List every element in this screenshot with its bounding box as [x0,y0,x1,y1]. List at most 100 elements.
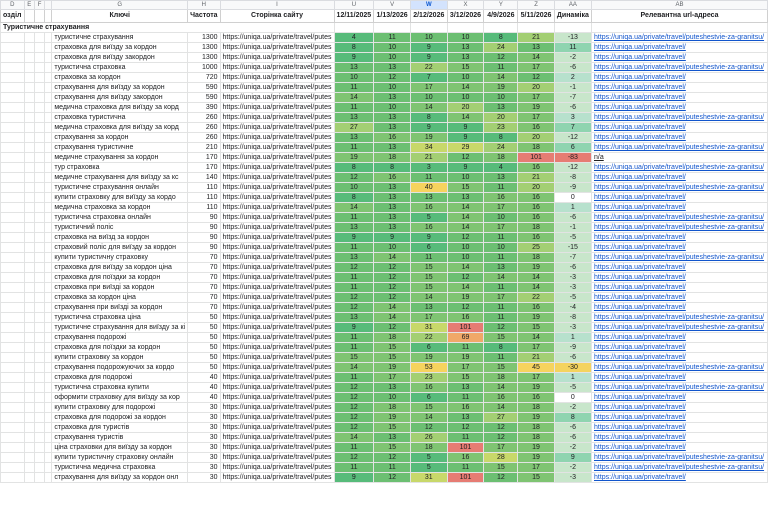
cell-blank[interactable] [44,182,53,193]
position-cell[interactable]: 12 [333,382,375,393]
column-letter[interactable]: X [446,0,485,10]
position-cell[interactable]: 16 [446,402,485,413]
position-cell[interactable]: 29 [446,142,485,153]
cell-d[interactable] [0,192,25,203]
position-cell[interactable]: 19 [409,132,448,143]
position-cell[interactable]: 14 [483,272,519,283]
site-page-cell[interactable]: https://uniqa.ua/private/travel/putes [219,192,335,203]
cell-f[interactable] [33,112,46,123]
position-cell[interactable]: 20 [517,82,555,93]
position-cell[interactable]: 15 [483,362,519,373]
position-cell[interactable]: 11 [373,462,411,473]
cell-d[interactable] [0,132,25,143]
position-cell[interactable]: 10 [409,32,448,43]
frequency-cell[interactable]: 590 [187,82,221,93]
cell-blank[interactable] [44,102,53,113]
relevant-url-cell[interactable]: https://uniqa.ua/private/travel/ [591,352,768,363]
cell-d[interactable] [0,432,25,443]
cell-blank[interactable] [44,282,53,293]
frequency-cell[interactable]: 30 [187,452,221,463]
cell-blank[interactable] [44,372,53,383]
cell-e[interactable] [23,272,35,283]
position-cell[interactable]: 28 [483,452,519,463]
cell-blank[interactable] [44,262,53,273]
cell-d[interactable] [0,322,25,333]
cell-f[interactable] [33,122,46,133]
header-freq[interactable]: Частота [187,9,221,23]
cell-f[interactable] [33,362,46,373]
position-cell[interactable]: 11 [333,372,375,383]
position-cell[interactable]: 21 [409,152,448,163]
frequency-cell[interactable]: 140 [187,172,221,183]
header-page[interactable]: Сторінка сайту [219,9,335,23]
position-cell[interactable]: 11 [446,462,485,473]
cell-e[interactable] [23,252,35,263]
keyword-cell[interactable]: медична страховка для виїзду за корд [51,122,189,133]
position-cell[interactable]: 23 [409,372,448,383]
cell-e[interactable] [23,172,35,183]
position-cell[interactable]: 14 [517,332,555,343]
frequency-cell[interactable]: 210 [187,142,221,153]
position-cell[interactable]: 12 [446,272,485,283]
cell-e[interactable] [23,102,35,113]
position-cell[interactable]: 10 [483,212,519,223]
cell-blank[interactable] [44,72,53,83]
position-cell[interactable]: 15 [517,472,555,483]
position-cell[interactable]: 13 [446,412,485,423]
position-cell[interactable]: 11 [333,282,375,293]
position-cell[interactable]: 11 [333,462,375,473]
cell-d[interactable] [0,62,25,73]
cell-d[interactable] [0,372,25,383]
dynamics-cell[interactable]: -7 [553,92,593,103]
position-cell[interactable]: 53 [409,362,448,373]
frequency-cell[interactable]: 50 [187,332,221,343]
position-cell[interactable]: 15 [409,262,448,273]
dynamics-cell[interactable]: -8 [553,312,593,323]
cell-e[interactable] [23,442,35,453]
cell-d[interactable] [0,252,25,263]
position-cell[interactable]: 18 [517,222,555,233]
cell-f[interactable] [33,392,46,403]
keyword-cell[interactable]: страховка за кордон [51,72,189,83]
keyword-cell[interactable]: туристичний поліс [51,222,189,233]
site-page-cell[interactable]: https://uniqa.ua/private/travel/putes [219,292,335,303]
position-cell[interactable]: 4 [483,162,519,173]
site-page-cell[interactable]: https://uniqa.ua/private/travel/putes [219,102,335,113]
position-cell[interactable]: 19 [373,362,411,373]
position-cell[interactable]: 9 [446,132,485,143]
position-cell[interactable]: 14 [446,262,485,273]
cell-d[interactable] [0,442,25,453]
relevant-url-cell[interactable]: https://uniqa.ua/private/travel/puteshes… [591,142,768,153]
position-cell[interactable]: 17 [446,362,485,373]
dynamics-cell[interactable]: -6 [553,262,593,273]
cell-e[interactable] [23,162,35,173]
position-cell[interactable]: 10 [483,242,519,253]
position-cell[interactable]: 13 [373,62,411,73]
relevant-url-cell[interactable]: https://uniqa.ua/private/travel/ [591,72,768,83]
relevant-url-cell[interactable]: https://uniqa.ua/private/travel/ [591,272,768,283]
column-letter[interactable]: E [23,0,35,10]
dynamics-cell[interactable]: -9 [553,342,593,353]
keyword-cell[interactable]: страхування туристичне [51,142,189,153]
cell-e[interactable] [23,422,35,433]
position-cell[interactable]: 17 [483,222,519,233]
frequency-cell[interactable]: 390 [187,102,221,113]
position-cell[interactable]: 11 [333,142,375,153]
frequency-cell[interactable]: 1300 [187,52,221,63]
keyword-cell[interactable]: страховка для виїзду закордон [51,52,189,63]
site-page-cell[interactable]: https://uniqa.ua/private/travel/putes [219,462,335,473]
site-page-cell[interactable]: https://uniqa.ua/private/travel/putes [219,92,335,103]
position-cell[interactable]: 9 [333,322,375,333]
frequency-cell[interactable]: 720 [187,72,221,83]
frequency-cell[interactable]: 1300 [187,42,221,53]
frequency-cell[interactable]: 50 [187,362,221,373]
position-cell[interactable]: 15 [446,182,485,193]
site-page-cell[interactable]: https://uniqa.ua/private/travel/putes [219,202,335,213]
cell-blank[interactable] [44,422,53,433]
position-cell[interactable]: 15 [446,372,485,383]
frequency-cell[interactable]: 170 [187,162,221,173]
header-f[interactable] [33,9,46,23]
cell-blank[interactable] [44,342,53,353]
position-cell[interactable]: 16 [409,202,448,213]
frequency-cell[interactable]: 260 [187,112,221,123]
